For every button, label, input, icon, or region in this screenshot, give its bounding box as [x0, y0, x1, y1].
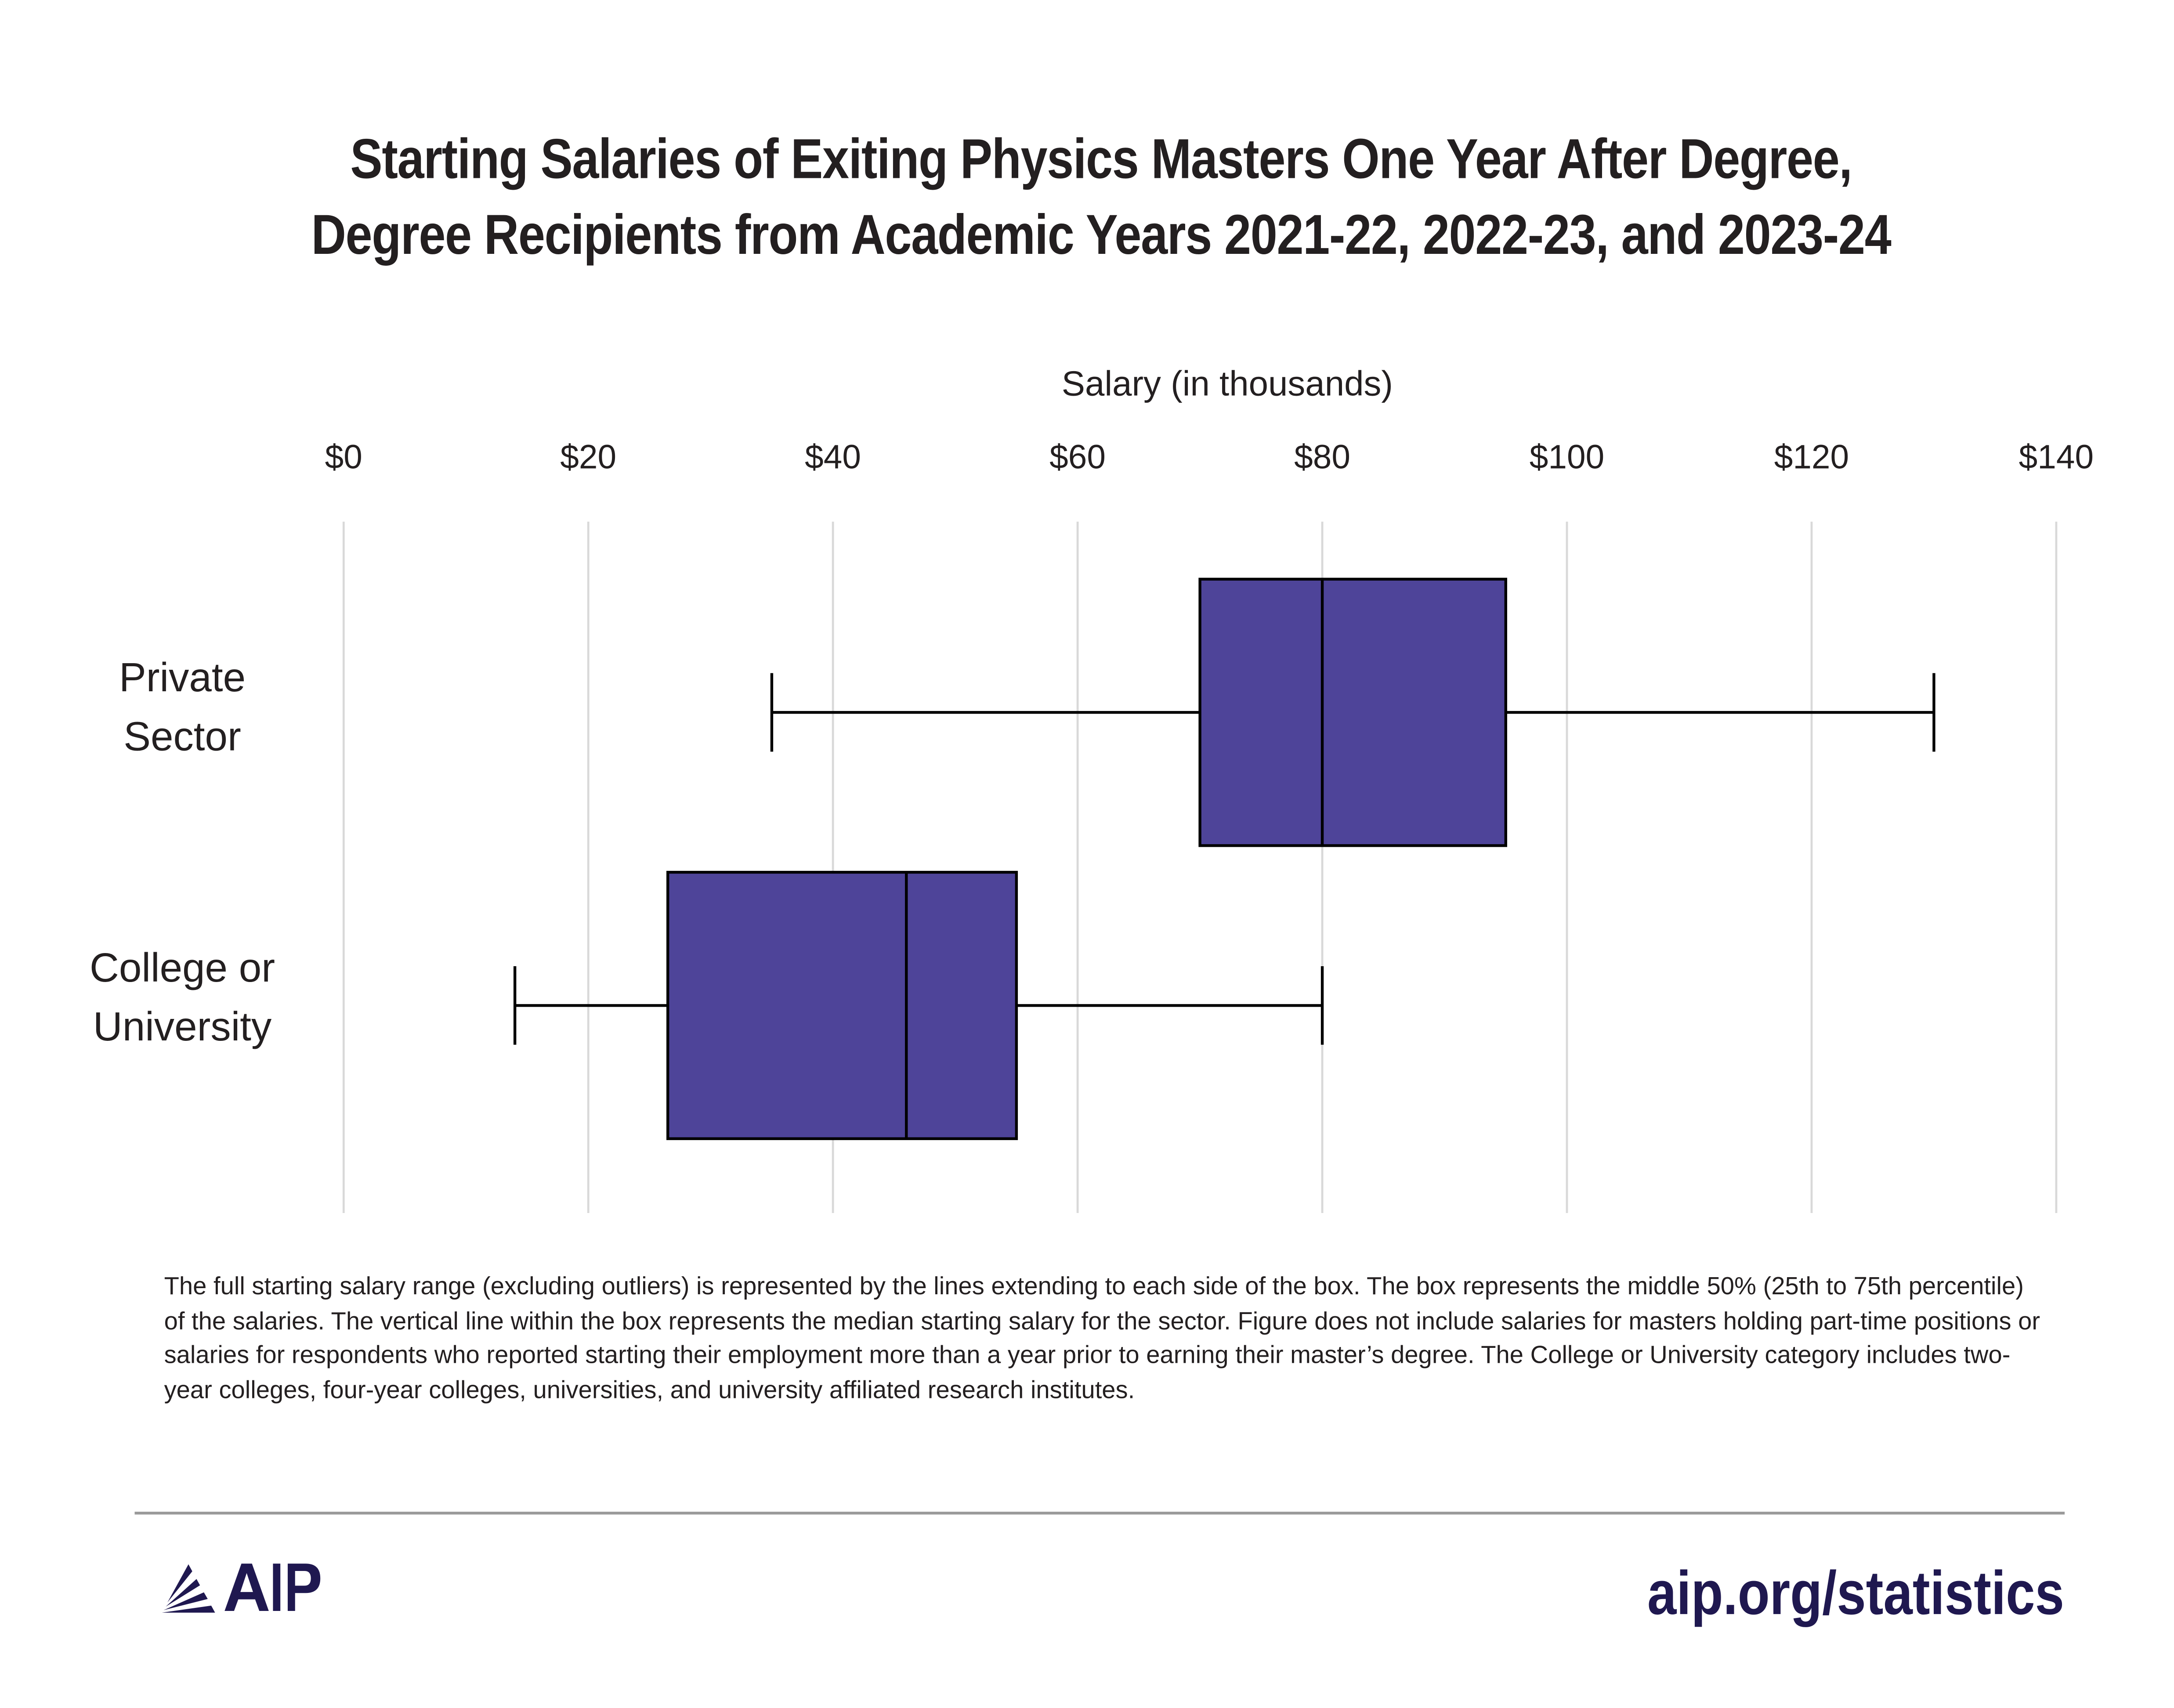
- category-label-line: Private: [119, 656, 246, 701]
- category-label-line: Sector: [123, 715, 241, 760]
- chart-title-line-1: Starting Salaries of Exiting Physics Mas…: [350, 129, 1852, 191]
- x-tick-label: $0: [325, 439, 362, 477]
- x-tick-label: $100: [1529, 439, 1605, 477]
- x-tick-label: $80: [1294, 439, 1350, 477]
- category-label-private-sector: Private Sector: [56, 649, 309, 767]
- aip-logo: [162, 1564, 321, 1613]
- footer-url[interactable]: aip.org/statistics: [1648, 1559, 2065, 1629]
- iqr-box: [666, 870, 1018, 1140]
- iqr-box: [1198, 578, 1507, 847]
- x-tick-label: $60: [1049, 439, 1106, 477]
- category-label-college-university: College or University: [56, 939, 309, 1057]
- x-tick-label: $20: [560, 439, 617, 477]
- x-tick-label: $140: [2018, 439, 2094, 477]
- x-axis-label: Salary (in thousands): [1061, 365, 1393, 404]
- divider: [134, 1512, 2065, 1515]
- chart-title-line-2: Degree Recipients from Academic Years 20…: [311, 205, 1892, 267]
- x-tick-label: $120: [1774, 439, 1849, 477]
- category-label-line: College or: [90, 946, 275, 992]
- x-tick-label: $40: [805, 439, 861, 477]
- category-label-line: University: [93, 1005, 272, 1051]
- footnote: The full starting salary range (excludin…: [164, 1272, 2040, 1403]
